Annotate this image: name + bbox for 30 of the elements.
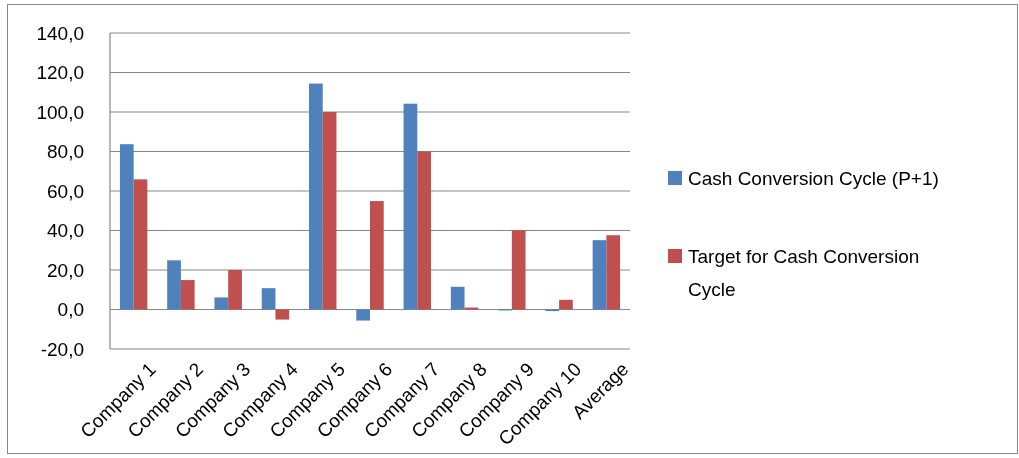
bar [214, 297, 229, 310]
bar [322, 112, 337, 310]
bar [356, 309, 370, 321]
bar [228, 270, 242, 310]
y-tick-label: 100,0 [36, 101, 84, 123]
bar [450, 286, 465, 310]
bar [261, 288, 276, 310]
y-tick-label: -20,0 [40, 338, 84, 360]
bar [309, 83, 323, 310]
bar [511, 230, 526, 310]
bar [403, 103, 418, 310]
y-tick-label: 140,0 [36, 22, 84, 44]
bar [592, 240, 607, 310]
bar [370, 201, 384, 310]
bar [559, 299, 573, 310]
y-tick-label: 60,0 [47, 180, 84, 202]
y-tick-label: 0,0 [57, 299, 84, 321]
y-tick-label: 40,0 [47, 220, 84, 242]
bar [119, 144, 134, 310]
legend-label: Cash Conversion Cycle (P+1) [688, 167, 939, 189]
y-tick-label: 20,0 [47, 259, 84, 281]
y-tick-label: 120,0 [36, 62, 84, 84]
bar [606, 235, 621, 310]
bar [417, 151, 431, 310]
bar [167, 260, 181, 310]
legend-label: Target for Cash Conversion Cycle [688, 245, 920, 300]
bar [133, 179, 148, 310]
bar [180, 280, 195, 310]
y-tick-label: 80,0 [47, 141, 84, 163]
bar [275, 309, 290, 320]
